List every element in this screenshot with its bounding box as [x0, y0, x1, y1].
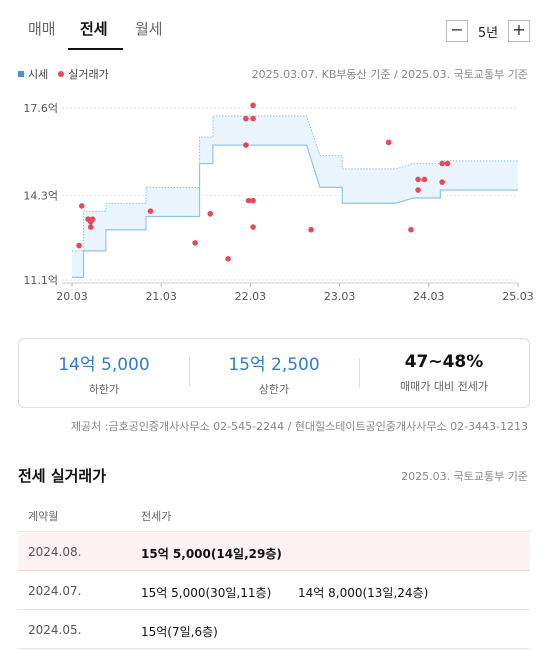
actual-price-point [439, 179, 445, 185]
header-contract-month: 계약월 [28, 510, 59, 523]
period-value: 5년 [477, 25, 499, 41]
x-tick-label: 25.03 [502, 290, 534, 303]
actual-price-point [225, 256, 231, 262]
summary-ratio: 47~48% 매매가 대비 전세가 [359, 352, 529, 394]
tab-monthly-rent[interactable]: 월세 [135, 20, 163, 38]
lower-price-value: 14억 5,000 [58, 354, 150, 375]
table-row[interactable]: 2024.08. 15억 5,000(14일,29층) [18, 533, 530, 571]
actual-price-point [250, 115, 256, 122]
summary-lower: 14억 5,000 하한가 [19, 350, 189, 397]
summary-upper: 15억 2,500 상한가 [189, 350, 359, 397]
actual-price-point [243, 142, 249, 148]
row-date: 2024.07. [28, 584, 82, 598]
market-price-band [72, 115, 518, 278]
actual-price-point [439, 160, 445, 167]
actual-price-dot-icon [58, 71, 65, 77]
transactions-note: 2025.03. 국토교통부 기준 [401, 470, 528, 483]
actual-price-point [250, 102, 256, 109]
y-tick-label: 14.3억 [23, 189, 58, 202]
legend-actual-label: 실거래가 [68, 68, 109, 81]
row-price-second: 14억 8,000(13일,24층) [298, 586, 429, 600]
row-price: 15억 5,000(14일,29층) [141, 547, 282, 561]
transactions-header: 계약월 전세가 [18, 500, 530, 532]
actual-price-point [408, 226, 414, 233]
actual-price-point [444, 160, 451, 167]
price-summary: 14억 5,000 하한가 15억 2,500 상한가 47~48% 매매가 대… [18, 338, 530, 408]
table-row[interactable]: 2024.05. 15억(7일,6층) [18, 611, 530, 649]
actual-price-point [250, 224, 256, 230]
market-upper-line [72, 115, 518, 252]
header-jeonse-price: 전세가 [141, 510, 172, 523]
row-price: 15억(7일,6층) [141, 625, 218, 639]
period-selector: − 5년 + [446, 20, 530, 42]
actual-price-point [207, 211, 214, 217]
y-tick-label: 11.1억 [23, 274, 58, 287]
actual-price-point [147, 208, 154, 214]
period-decrease-button[interactable]: − [446, 20, 468, 42]
x-tick-label: 23.03 [324, 290, 356, 303]
chart-legend: 시세 실거래가 [18, 66, 109, 82]
provider-info: 제공처 :금호공인중개사사무소 02-545-2244 / 현대힐스테이트공인중… [70, 420, 528, 433]
x-tick-label: 22.03 [235, 290, 267, 303]
deal-type-tabs: 매매 전세 월세 − 5년 + [0, 0, 548, 50]
price-chart[interactable]: 17.6억 14.3억 11.1억 20.03 21.03 22.03 23.03 24.0… [0, 90, 548, 315]
actual-price-point [308, 226, 314, 233]
x-tick-label: 24.03 [413, 290, 445, 303]
lower-price-label: 하한가 [88, 382, 120, 396]
upper-price-label: 상한가 [258, 382, 290, 396]
actual-price-point [89, 216, 96, 222]
market-price-square-icon [18, 71, 24, 77]
actual-price-point [79, 203, 85, 209]
actual-price-point [243, 115, 249, 122]
ratio-label: 매매가 대비 전세가 [400, 380, 488, 393]
actual-price-point [415, 187, 421, 193]
actual-price-point [415, 176, 421, 183]
row-date: 2024.08. [28, 545, 82, 559]
actual-price-point [76, 242, 82, 249]
legend-market-label: 시세 [28, 68, 49, 81]
x-tick-label: 20.03 [56, 290, 88, 303]
ratio-value: 47~48% [404, 352, 484, 372]
actual-price-point [250, 197, 256, 204]
actual-price-point [421, 176, 428, 183]
table-row[interactable]: 2024.07. 15억 5,000(30일,11층) 14억 8,000(13… [18, 572, 530, 610]
actual-price-point [192, 240, 198, 246]
x-tick-label: 21.03 [145, 290, 177, 303]
actual-price-point [245, 197, 252, 204]
chart-source-note: 2025.03.07. KB부동산 기준 / 2025.03. 국토교통부 기준 [251, 68, 528, 81]
active-tab-indicator [68, 48, 123, 50]
actual-price-point [385, 139, 392, 146]
row-date: 2024.05. [28, 623, 82, 637]
upper-price-value: 15억 2,500 [228, 354, 320, 375]
transactions-title: 전세 실거래가 [18, 467, 107, 485]
tab-sale[interactable]: 매매 [28, 20, 56, 38]
period-increase-button[interactable]: + [508, 20, 530, 42]
row-price: 15억 5,000(30일,11층) [141, 586, 272, 600]
tab-jeonse[interactable]: 전세 [80, 20, 108, 38]
actual-price-point [87, 224, 94, 230]
y-tick-label: 17.6억 [23, 102, 58, 115]
market-lower-line [72, 144, 518, 278]
